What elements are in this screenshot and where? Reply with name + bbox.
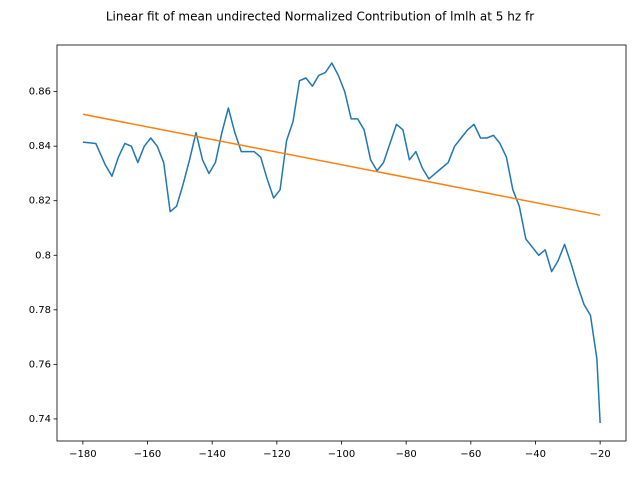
x-tick-label: −160	[134, 449, 161, 460]
y-tick-label: 0.74	[29, 414, 51, 425]
axes-frame	[56, 44, 627, 442]
data-line	[82, 62, 601, 424]
x-tick-label: −20	[590, 449, 611, 460]
x-tick-label: −140	[198, 449, 225, 460]
x-tick-label: −180	[69, 449, 96, 460]
chart-title: Linear fit of mean undirected Normalized…	[106, 10, 534, 24]
y-tick-label: 0.82	[29, 196, 51, 207]
x-tick-label: −40	[525, 449, 546, 460]
x-tick-label: −80	[396, 449, 417, 460]
y-tick-label: 0.76	[29, 359, 51, 370]
x-tick-label: −100	[328, 449, 355, 460]
y-tick-label: 0.78	[29, 305, 51, 316]
y-tick-label: 0.84	[29, 141, 51, 152]
x-tick-label: −60	[460, 449, 481, 460]
data-line	[82, 113, 601, 216]
x-tick-label: −120	[263, 449, 290, 460]
y-tick-label: 0.8	[35, 250, 51, 261]
y-tick-label: 0.86	[29, 87, 51, 98]
